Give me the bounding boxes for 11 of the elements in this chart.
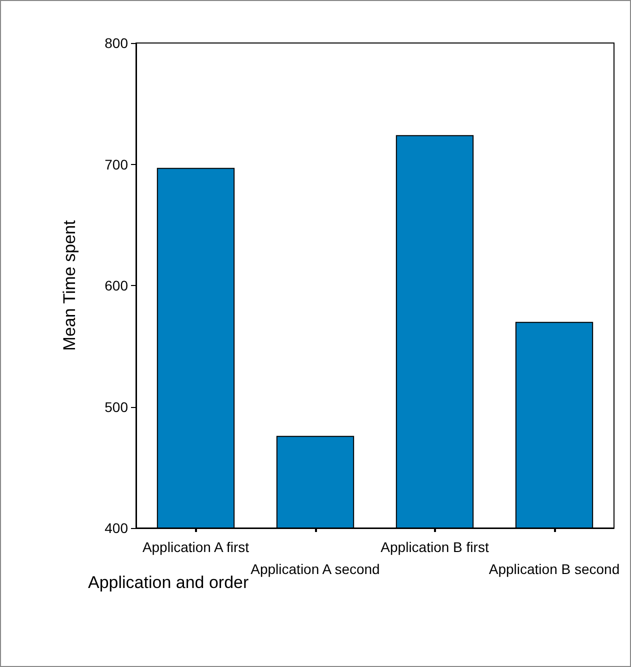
x-axis-title: Application and order [88,573,249,592]
y-tick-label: 700 [104,156,128,172]
x-tick-label: Application B first [380,539,489,555]
y-tick-label: 800 [104,35,128,51]
x-tick-label: Application A first [142,539,250,555]
x-tick-label: Application A second [250,561,380,577]
x-tick-label: Application B second [488,561,620,577]
y-tick-label: 500 [104,398,128,415]
y-tick-label: 600 [104,278,128,294]
y-axis-title: Mean Time spent [60,220,79,351]
y-tick-label: 400 [104,520,128,536]
